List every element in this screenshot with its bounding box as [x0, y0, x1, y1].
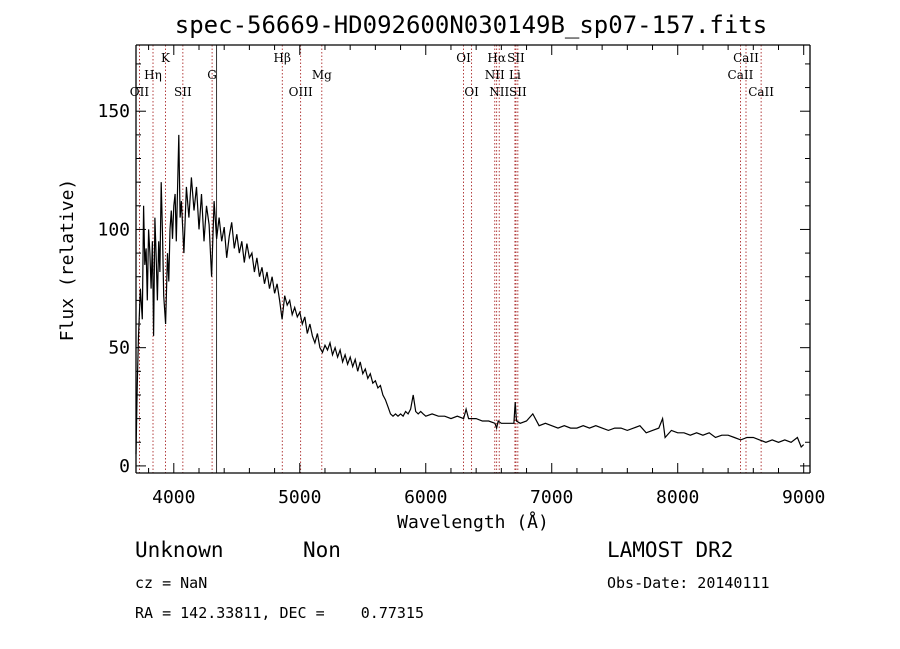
- observation-date: Obs-Date: 20140111: [607, 574, 770, 592]
- spectral-line-label: OI: [464, 85, 479, 99]
- y-tick-label: 100: [97, 219, 130, 240]
- x-tick-label: 8000: [656, 487, 699, 508]
- x-tick-label: 4000: [152, 487, 195, 508]
- spectral-line-label: CaII: [728, 68, 754, 82]
- plot-frame: [135, 44, 811, 474]
- x-axis-label: Wavelength (Å): [397, 511, 549, 533]
- redshift-value: cz = NaN: [135, 574, 208, 592]
- spectral-line-label: CaII: [733, 51, 759, 65]
- y-axis-label: Flux (relative): [57, 179, 78, 342]
- spectrum-line: [135, 134, 805, 455]
- spectral-line-label: OII: [130, 85, 150, 99]
- spectral-line-label: Hη: [144, 68, 162, 82]
- spectral-line-label: K: [161, 51, 171, 65]
- y-tick-label: 0: [119, 456, 130, 477]
- x-tick-label: 6000: [404, 487, 447, 508]
- spectral-line-label: SII: [507, 51, 525, 65]
- x-tick-label: 7000: [530, 487, 573, 508]
- chart-title: spec-56669-HD092600N030149B_sp07-157.fit…: [175, 11, 767, 39]
- spectral-line-label: G: [207, 68, 217, 82]
- spectral-line-label: NII: [489, 85, 509, 99]
- spectral-line-markers: [139, 45, 762, 473]
- spectral-line-label: SII: [174, 85, 192, 99]
- object-subclass: Non: [303, 538, 341, 562]
- x-axis-ticks: 4000 5000 6000 7000 8000 9000: [148, 45, 825, 508]
- spectral-line-label: Hβ: [274, 51, 291, 65]
- y-axis-ticks: 0 50 100 150: [97, 63, 810, 477]
- spectral-line-label: Mg: [312, 68, 332, 82]
- spectral-line-label: Hα: [487, 51, 506, 65]
- spectral-line-label: NII: [485, 68, 505, 82]
- x-tick-label: 5000: [278, 487, 321, 508]
- y-tick-label: 50: [108, 338, 130, 359]
- spectral-line-label: Li: [509, 68, 521, 82]
- survey-name: LAMOST DR2: [607, 538, 734, 562]
- x-tick-label: 9000: [782, 487, 825, 508]
- spectral-line-label: OIII: [289, 85, 313, 99]
- spectral-line-label: OI: [456, 51, 471, 65]
- y-tick-label: 150: [97, 101, 130, 122]
- coordinates: RA = 142.33811, DEC = 0.77315: [135, 604, 424, 622]
- object-class: Unknown: [135, 538, 224, 562]
- spectral-line-labels: OIIHηKSIIGHβOIIIMgOIOINIIHαNIISIILiSIICa…: [130, 51, 775, 99]
- spectral-line-label: SII: [509, 85, 527, 99]
- spectral-line-label: CaII: [748, 85, 774, 99]
